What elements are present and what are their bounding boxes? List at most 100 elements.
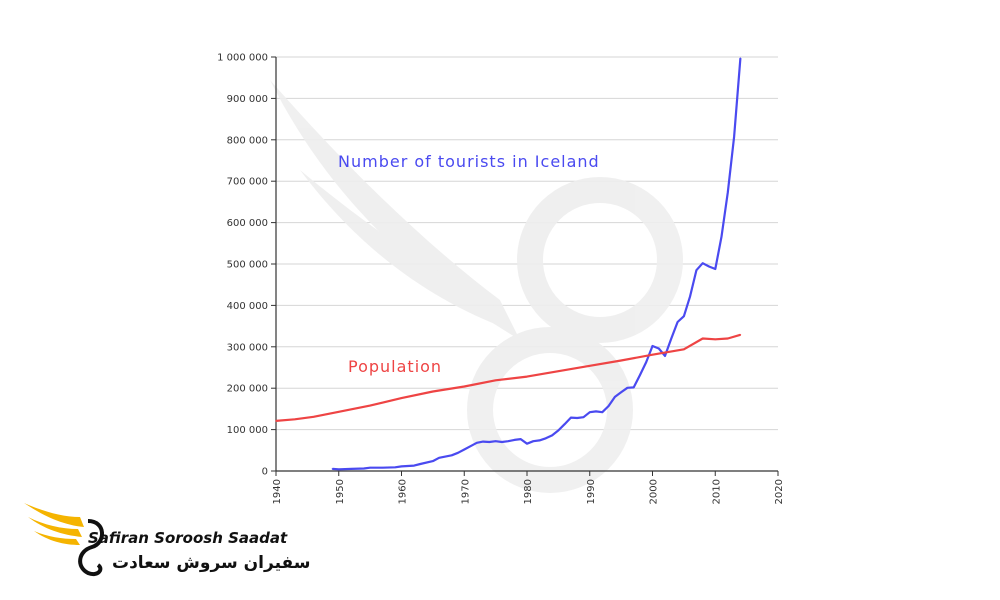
data-point-tourists: [457, 451, 459, 454]
data-point-tourists: [657, 347, 660, 350]
data-point-tourists: [720, 235, 723, 238]
data-point-tourists: [607, 405, 610, 407]
data-point-population: [337, 410, 340, 413]
data-point-tourists: [576, 417, 578, 419]
data-point-tourists: [620, 391, 622, 394]
data-point-tourists: [651, 345, 654, 347]
data-point-tourists: [538, 439, 541, 442]
data-point-population: [588, 365, 591, 367]
data-point-tourists: [519, 438, 522, 440]
series-label-tourists: Number of tourists in Iceland: [338, 152, 600, 171]
data-point-tourists: [588, 411, 591, 414]
chart-series: [275, 57, 742, 471]
data-point-tourists: [350, 468, 353, 470]
data-point-tourists: [513, 439, 516, 441]
data-point-tourists: [639, 374, 641, 376]
data-point-population: [432, 390, 434, 393]
series-label-population: Population: [348, 357, 442, 376]
data-point-tourists: [645, 361, 648, 363]
data-point-population: [294, 418, 296, 421]
data-point-tourists: [632, 386, 635, 389]
y-tick-label: 900 000: [227, 94, 268, 105]
data-point-population: [727, 337, 729, 340]
data-point-tourists: [727, 191, 729, 194]
data-point-population: [463, 385, 466, 388]
x-tick-label: 1970: [460, 479, 471, 504]
data-point-tourists: [413, 464, 415, 467]
data-point-population: [714, 338, 717, 341]
data-point-population: [400, 397, 403, 399]
data-point-population: [683, 348, 685, 351]
data-point-population: [557, 370, 560, 373]
data-point-tourists: [614, 396, 616, 398]
watermark-logo: [270, 80, 683, 493]
x-tick-label: 1940: [272, 479, 283, 504]
data-point-tourists: [463, 448, 466, 451]
data-point-tourists: [601, 411, 604, 414]
data-point-tourists: [532, 440, 535, 442]
data-point-tourists: [400, 465, 403, 468]
data-point-population: [651, 353, 654, 356]
data-point-tourists: [582, 416, 585, 418]
x-tick-label: 1950: [335, 479, 346, 504]
data-point-tourists: [482, 440, 484, 443]
y-tick-label: 700 000: [227, 177, 268, 188]
x-tick-label: 2010: [711, 479, 722, 504]
x-axis-ticks: 1940 1950 1960 1970 1980 1990 2000 2010 2020: [272, 471, 785, 504]
data-point-tourists: [450, 454, 453, 457]
data-point-population: [739, 333, 742, 336]
y-tick-label: 1 000 000: [217, 53, 268, 64]
data-point-tourists: [501, 441, 503, 443]
data-point-tourists: [557, 429, 560, 432]
data-point-tourists: [381, 466, 384, 469]
data-point-population: [526, 375, 528, 378]
y-tick-label: 200 000: [227, 384, 268, 395]
data-point-tourists: [526, 442, 528, 445]
data-point-tourists: [545, 437, 547, 440]
y-tick-label: 800 000: [227, 135, 268, 146]
y-tick-label: 500 000: [227, 260, 268, 271]
y-axis-ticks: 0 100 000 200 000 300 000 400 000 500 000 600 …: [217, 53, 276, 478]
data-point-tourists: [626, 386, 629, 389]
x-tick-label: 2000: [649, 479, 660, 504]
data-point-tourists: [469, 445, 472, 447]
x-tick-label: 1980: [523, 479, 534, 504]
data-point-tourists: [695, 269, 698, 272]
data-point-population: [369, 404, 371, 407]
data-point-tourists: [670, 337, 673, 340]
swan-wing-icon: [24, 503, 104, 576]
data-point-tourists: [689, 295, 691, 298]
data-point-population: [701, 337, 704, 340]
data-point-tourists: [507, 440, 509, 442]
y-tick-label: 0: [262, 467, 268, 478]
data-point-tourists: [419, 463, 422, 465]
data-point-tourists: [394, 466, 397, 469]
data-point-tourists: [432, 460, 434, 462]
data-point-tourists: [708, 265, 710, 268]
data-point-population: [312, 415, 315, 418]
x-tick-label: 2020: [774, 479, 785, 504]
brand-logo: Safiran Soroosh Saadat سفیران سروش سعادت: [22, 495, 310, 585]
data-point-population: [494, 379, 497, 382]
data-point-tourists: [664, 355, 666, 357]
data-point-tourists: [488, 441, 491, 443]
data-point-population: [275, 420, 277, 422]
x-tick-label: 1990: [586, 479, 597, 504]
data-point-tourists: [331, 468, 334, 470]
y-tick-label: 100 000: [227, 425, 268, 436]
brand-name-en: Safiran Soroosh Saadat: [88, 529, 288, 547]
data-point-tourists: [733, 136, 735, 138]
data-point-population: [620, 359, 622, 362]
data-point-tourists: [739, 57, 742, 60]
y-tick-label: 300 000: [227, 342, 268, 353]
data-point-tourists: [595, 410, 597, 413]
data-point-tourists: [337, 468, 340, 471]
data-point-tourists: [714, 268, 717, 270]
x-tick-label: 1960: [398, 479, 409, 504]
data-point-tourists: [476, 442, 478, 444]
y-tick-label: 600 000: [227, 218, 268, 229]
data-point-tourists: [701, 262, 704, 264]
data-point-tourists: [551, 434, 553, 437]
brand-name-fa: سفیران سروش سعادت: [112, 553, 311, 573]
